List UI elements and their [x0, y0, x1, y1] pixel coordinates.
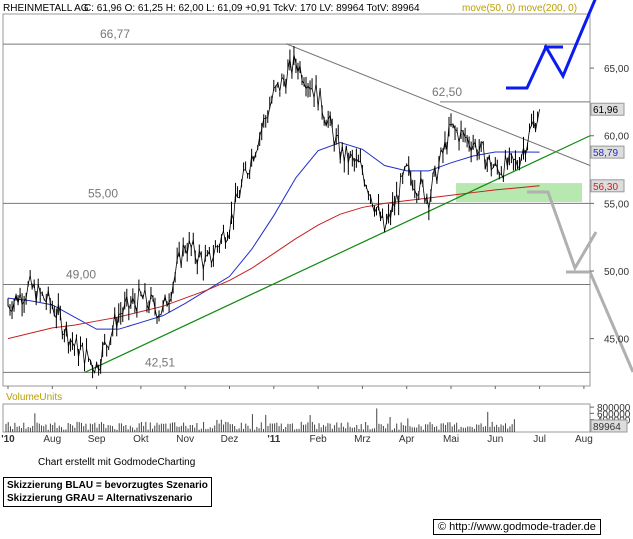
y-tick-label: 55,00 [604, 199, 629, 210]
ma200-line [7, 185, 540, 340]
volume-label: VolumeUnits [6, 392, 62, 403]
volume-tick-label: 600000 [597, 409, 631, 420]
legend-gray: Skizzierung GRAU = Alternativszenario [7, 493, 193, 504]
x-tick-label: Mai [443, 434, 459, 445]
price-tag-label: 58,79 [593, 148, 618, 159]
chart-header-quote: C: 61,96 O: 61,25 H: 62,00 L: 61,09 +0,9… [84, 3, 420, 14]
x-tick-label: Dez [221, 434, 239, 445]
ma50-line [7, 141, 540, 330]
y-tick-label: 45,00 [604, 335, 629, 346]
x-tick-label: Okt [133, 434, 149, 445]
scenario-gray-alt [566, 270, 633, 373]
plot-frame [2, 13, 591, 387]
volume-last-box [590, 419, 628, 433]
volume-frame [2, 403, 591, 433]
downtrend-line [285, 43, 591, 166]
credit-text: Chart erstellt mit GodmodeCharting [38, 457, 196, 468]
x-tick-label: Sep [88, 434, 106, 445]
source-link-box[interactable]: © http://www.godmode-trader.de [433, 519, 601, 535]
y-tick-label: 60,00 [604, 132, 629, 143]
legend-blue: Skizzierung BLAU = bevorzugtes Szenario [7, 480, 208, 491]
level-label: 62,50 [432, 85, 462, 99]
price-tag-box [590, 145, 625, 159]
price-tag-box [590, 179, 625, 193]
x-tick-label: Aug [575, 434, 593, 445]
volume-tick-label: 800000 [597, 403, 631, 414]
price-tag-label: 61,96 [593, 105, 618, 116]
uptrend-line [84, 135, 591, 373]
x-tick-label: Feb [309, 434, 327, 445]
chart-header-symbol: RHEINMETALL AG [3, 3, 89, 14]
price-tag-label: 56,30 [593, 182, 618, 193]
x-tick-label: '10 [1, 434, 15, 445]
x-tick-label: Jul [533, 434, 546, 445]
level-label: 49,00 [66, 268, 96, 282]
x-tick-label: Jun [487, 434, 503, 445]
scenario-gray-path [527, 190, 598, 272]
source-url[interactable]: http://www.godmode-trader.de [449, 521, 596, 533]
scenario-legend: Skizzierung BLAU = bevorzugtes Szenario … [3, 477, 212, 507]
level-label: 55,00 [88, 186, 118, 200]
y-tick-label: 50,00 [604, 267, 629, 278]
y-tick-label: 65,00 [604, 64, 629, 75]
x-tick-label: Mrz [354, 434, 371, 445]
level-label: 42,51 [145, 355, 175, 369]
volume-last-label: 89964 [593, 422, 621, 433]
copyright-icon: © [438, 521, 447, 533]
price-tag-box [590, 102, 625, 116]
ma-legend: move(50, 0) move(200, 0) [462, 3, 577, 14]
x-tick-label: Nov [176, 434, 194, 445]
level-label: 66,77 [100, 27, 130, 41]
price-line [7, 54, 540, 374]
x-tick-label: '11 [267, 434, 280, 445]
x-tick-label: Apr [399, 434, 415, 445]
scenario-blue-path [506, 0, 597, 90]
x-tick-label: Aug [43, 434, 61, 445]
